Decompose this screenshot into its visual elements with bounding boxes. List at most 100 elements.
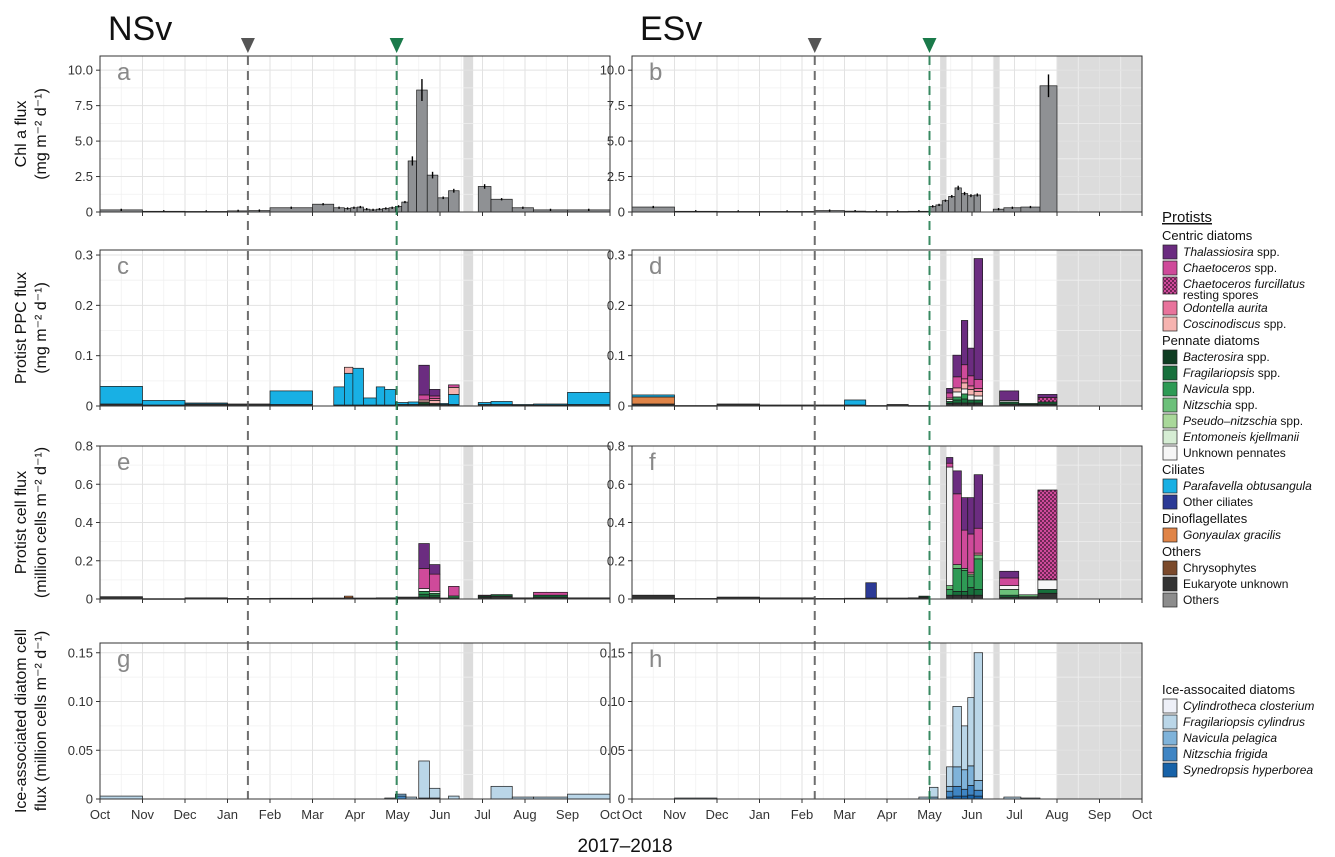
bar (356, 205, 364, 213)
panel-a: a 0 2.5 5.0 7.5 10.0 Chl a flux (mg m⁻² d⁻¹) (13, 55, 611, 220)
y-axis-title-line2: (million cells m⁻² d⁻¹) (33, 447, 50, 598)
bar-segment-navpelagica (952, 766, 962, 787)
bar-segment-fragilariopsis (961, 590, 969, 596)
legend-item-label: Navicula spp. (1183, 382, 1255, 396)
bar-segment-thalassiosira (973, 474, 983, 529)
y-tick-label: 7.5 (607, 98, 625, 113)
bar-segment-parafavella (384, 389, 396, 406)
legend-swatch-synedropsis (1162, 762, 1178, 778)
y-tick-label: 0.1 (607, 348, 625, 363)
y-tick-label: 0.15 (68, 645, 93, 660)
panel-label: f (649, 449, 656, 476)
bar (567, 392, 611, 407)
x-tick-label: Oct (622, 807, 643, 822)
bar-segment-unknownpennate (418, 588, 430, 592)
bar (350, 206, 358, 213)
y-axis-title-line1: Ice-associated diatom cell (13, 629, 30, 813)
bar-segment-fragcylindrus (490, 785, 513, 800)
legend-group-title: Dinoflagellates (1162, 511, 1248, 526)
bar (952, 706, 962, 800)
bar-segment-eukunknown (952, 594, 962, 600)
bar-segment-parafavella (477, 402, 492, 405)
bar-segment-thalassiosira (967, 497, 975, 535)
y-tick-label: 0.10 (68, 694, 93, 709)
legend-item-species: Chaetoceros (1183, 261, 1251, 275)
legend-item-label: Unknown pennates (1183, 446, 1286, 460)
y-tick-label: 10.0 (600, 63, 625, 78)
bar-segment-fragilariopsis (967, 399, 975, 404)
bar-segment-odontella (973, 388, 983, 392)
bar-segment-chl (954, 187, 962, 213)
bar-segment-chl (477, 186, 492, 213)
bar (490, 594, 513, 600)
x-axis-title: 2017–2018 (577, 836, 672, 857)
y-tick-label: 0.6 (75, 477, 93, 492)
panel-label: e (117, 449, 130, 476)
legend-swatch-unknownpennate (1162, 445, 1178, 461)
bar (961, 725, 969, 800)
bar-segment-eukunknown (631, 594, 675, 600)
y-tick-label: 5.0 (75, 134, 93, 149)
bar (437, 196, 449, 213)
bar-segment-eukunknown (973, 594, 983, 600)
legend-item-label: Nitzschia frigida (1183, 747, 1268, 761)
bar-segment-fragcylindrus (929, 786, 939, 798)
legend-item-suffix: spp. (1229, 382, 1255, 396)
bar (448, 384, 460, 407)
y-tick-label: 0.05 (68, 743, 93, 758)
bar (1037, 489, 1058, 600)
bar (946, 457, 954, 600)
shaded-period (993, 250, 1000, 406)
bar-segment-nitzschia (1018, 594, 1039, 598)
bar (1003, 206, 1022, 213)
bar-segment-chaetoceros (967, 533, 975, 573)
bar-segment-thalassiosira (429, 564, 441, 575)
x-tick-label: Oct (90, 807, 111, 822)
bar-segment-fragcylindrus (418, 760, 430, 799)
shaded-period (993, 643, 1000, 799)
legend-item-label: Odontella aurita (1183, 301, 1268, 315)
bar-segment-chaetoceros (946, 392, 954, 399)
bar-segment-fragilariopsis (1037, 589, 1058, 594)
bar-segment-thalassiosira (999, 570, 1020, 579)
bar (567, 793, 611, 800)
y-axis-title: Chl a flux (mg m⁻² d⁻¹) (13, 88, 50, 180)
legend-item-label: Thalassiosira spp. (1183, 245, 1280, 259)
bar (99, 386, 143, 407)
legend-item-label: Gonyaulax gracilis (1183, 528, 1281, 542)
bar (999, 570, 1020, 600)
bar (946, 388, 954, 407)
bar (429, 389, 441, 407)
bar-segment-thalassiosira (946, 457, 954, 464)
x-tick-label: Dec (173, 807, 197, 822)
legend-swatch-cylindrotheca (1162, 698, 1178, 714)
x-tick-label: Nov (663, 807, 687, 822)
bar-segment-chl (1039, 85, 1058, 213)
bar-segment-chl (426, 174, 439, 213)
legend-swatch-navicula (1162, 381, 1178, 397)
site-title-nsv: NSv (108, 10, 172, 48)
bar (477, 402, 492, 407)
bar-segment-fragcylindrus (429, 787, 441, 799)
legend-item-label: Bacterosira spp. (1183, 350, 1270, 364)
x-tick-label: Jun (430, 807, 451, 822)
legend-item-species: Nitzschia (1183, 398, 1232, 412)
legend-title-protists: Protists (1162, 209, 1212, 226)
bar-segment-thalassiosira (952, 354, 962, 378)
x-tick-label: Jul (1006, 807, 1023, 822)
bar-segment-fragcylindrus (567, 793, 611, 800)
bar (448, 586, 460, 600)
bar-segment-chl (407, 160, 417, 213)
panel-label: c (117, 253, 129, 280)
legend-item-species: Gonyaulax gracilis (1183, 528, 1281, 542)
bar (375, 386, 386, 407)
y-axis-title: Protist PPC flux (mg m⁻² d⁻¹) (13, 272, 50, 384)
y-tick-label: 7.5 (75, 98, 93, 113)
legend-swatch-chaetoceros_rs (1162, 276, 1178, 295)
y-tick-label: 0 (618, 399, 625, 414)
bar-segment-navpelagica (967, 765, 975, 786)
bar-segment-chl (312, 203, 335, 213)
legend-item-species: Entomoneis kjellmanii (1183, 430, 1299, 444)
x-tick-label: Feb (259, 807, 281, 822)
x-tick-label: Oct (1132, 807, 1153, 822)
